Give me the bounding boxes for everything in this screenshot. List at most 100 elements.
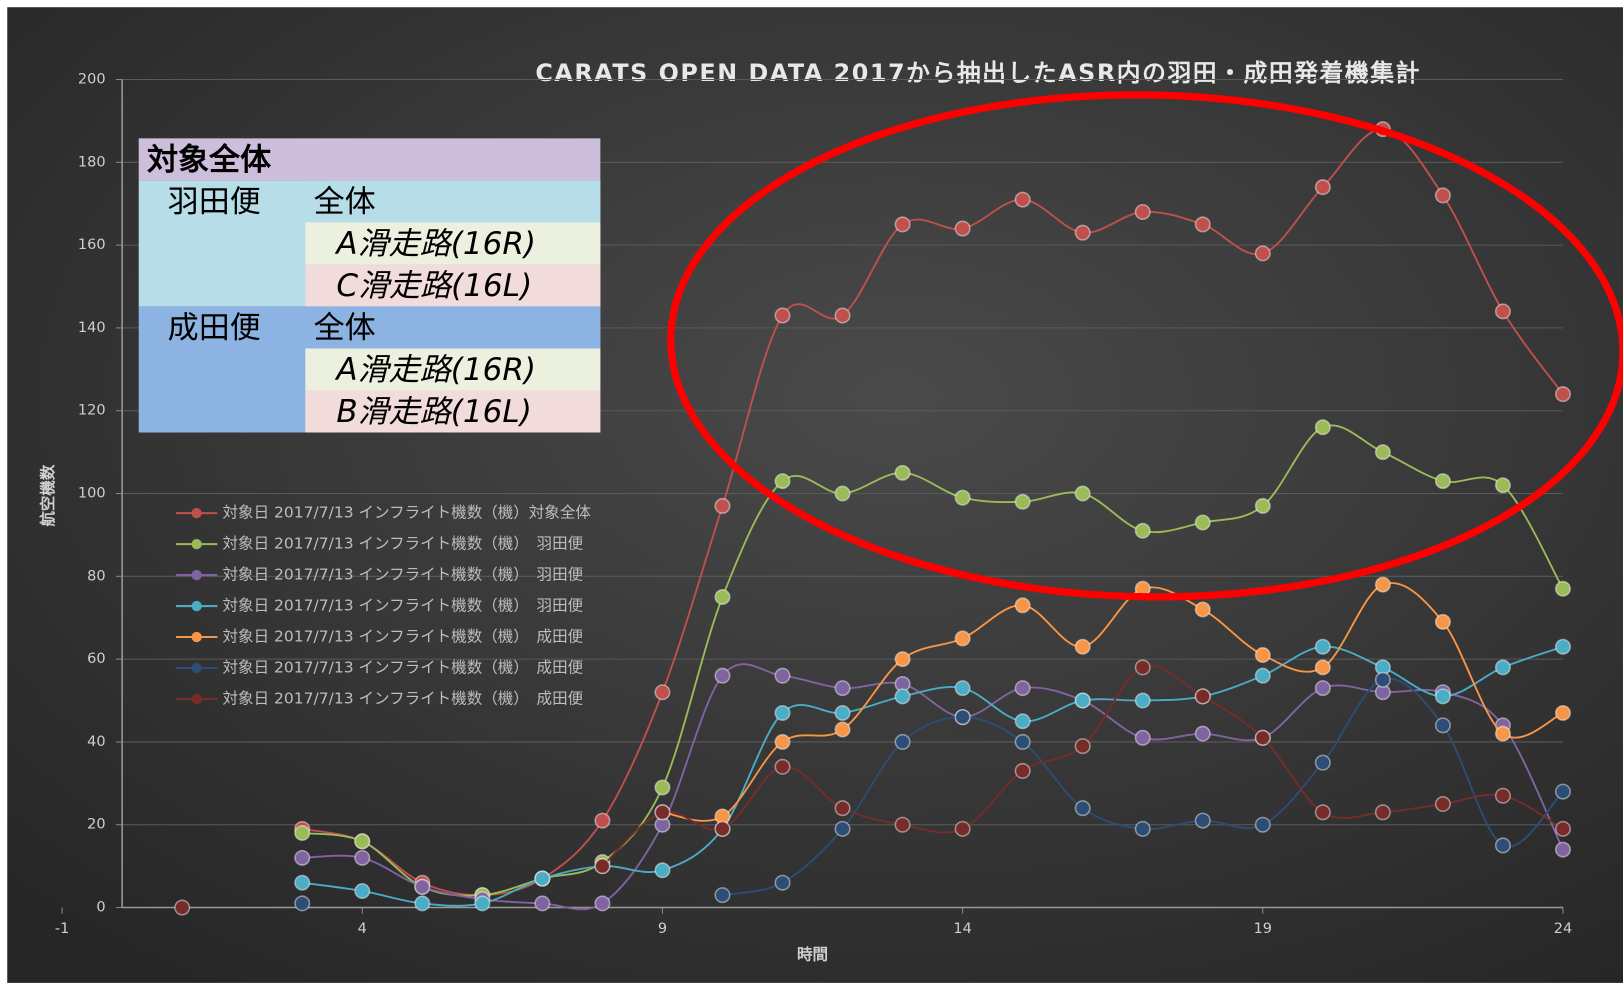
table-item: B滑走路(16L) [336, 394, 531, 430]
data-point [894, 464, 911, 481]
data-point [1194, 514, 1211, 531]
table-item: 全体 [314, 310, 376, 346]
data-point [1074, 800, 1091, 817]
data-point [774, 733, 791, 750]
y-tick-label: 140 [78, 320, 106, 336]
data-point [1554, 638, 1571, 655]
table-item: 全体 [314, 184, 376, 220]
data-point [1254, 245, 1271, 262]
data-point [774, 473, 791, 490]
series-line [662, 582, 1564, 822]
data-point [894, 688, 911, 705]
data-point [714, 887, 731, 904]
data-point [594, 858, 611, 875]
legend-label: 対象日 2017/7/13 インフライト機数（機） 羽田便 [223, 535, 584, 553]
data-point [174, 899, 191, 916]
table-item: C滑走路(16L) [336, 268, 532, 304]
data-point [1074, 224, 1091, 241]
data-point [1074, 485, 1091, 502]
data-point [1014, 713, 1031, 730]
data-point [414, 895, 431, 912]
data-point [1074, 692, 1091, 709]
data-point [354, 849, 371, 866]
y-tick-label: 80 [87, 568, 105, 584]
data-point [1014, 493, 1031, 510]
legend-label: 対象日 2017/7/13 インフライト機数（機） 成田便 [223, 659, 584, 677]
data-point [1374, 671, 1391, 688]
data-point [1314, 419, 1331, 436]
data-point [714, 820, 731, 837]
data-point [1434, 796, 1451, 813]
data-point [1014, 597, 1031, 614]
data-point [1494, 787, 1511, 804]
data-point [1254, 667, 1271, 684]
data-point [1254, 729, 1271, 746]
data-point [834, 485, 851, 502]
legend-marker [191, 662, 202, 674]
data-point [1374, 804, 1391, 821]
data-point [1434, 473, 1451, 490]
data-point [834, 820, 851, 837]
data-point [1554, 820, 1571, 837]
data-point [474, 895, 491, 912]
legend-marker [191, 600, 202, 612]
data-point [894, 816, 911, 833]
data-point [294, 874, 311, 891]
data-point [774, 704, 791, 721]
data-point [774, 667, 791, 684]
table-title: 対象全体 [147, 142, 271, 178]
data-point [1194, 688, 1211, 705]
table-item: A滑走路(16R) [334, 226, 536, 262]
x-tick-label: 19 [1254, 921, 1272, 937]
data-point [1494, 477, 1511, 494]
data-point [834, 704, 851, 721]
data-point [954, 220, 971, 237]
data-point [954, 820, 971, 837]
data-point [594, 812, 611, 829]
table-group-name: 羽田便 [168, 184, 261, 220]
y-tick-label: 120 [78, 403, 106, 419]
data-point [834, 721, 851, 738]
y-tick-label: 100 [78, 486, 106, 502]
series-line [302, 663, 1564, 911]
data-point [1434, 613, 1451, 630]
y-tick-label: 40 [87, 734, 105, 750]
data-point [774, 874, 791, 891]
data-point [1194, 812, 1211, 829]
data-point [1434, 688, 1451, 705]
data-point [894, 651, 911, 668]
data-point [594, 895, 611, 912]
data-point [834, 800, 851, 817]
data-point [654, 684, 671, 701]
data-point [294, 849, 311, 866]
data-point [294, 825, 311, 842]
data-point [654, 804, 671, 821]
data-point [714, 667, 731, 684]
table-item-cell [305, 180, 601, 223]
data-point [1494, 659, 1511, 676]
data-point [654, 862, 671, 879]
data-point [834, 680, 851, 697]
legend-marker [191, 507, 202, 519]
table-item: A滑走路(16R) [334, 352, 536, 388]
data-point [1254, 646, 1271, 663]
table-item-cell [305, 222, 601, 265]
data-point [834, 307, 851, 324]
data-point [1314, 638, 1331, 655]
data-point [1494, 837, 1511, 854]
plot-area: 0 20 40 60 80 100 120 140 160 180 200 -1 4 9 14 19 24 [55, 72, 1572, 938]
legend-marker [191, 693, 202, 705]
data-point [1554, 386, 1571, 403]
data-point [1014, 762, 1031, 779]
chart-title: CARATS OPEN DATA 2017から抽出したASR内の羽田・成田発着機… [535, 59, 1421, 87]
x-tick-label: -1 [55, 921, 69, 937]
data-point [1194, 601, 1211, 618]
data-point [714, 497, 731, 514]
data-point [1194, 725, 1211, 742]
legend-label: 対象日 2017/7/13 インフライト機数（機） 羽田便 [223, 597, 584, 615]
data-point [1134, 729, 1151, 746]
data-point [414, 878, 431, 895]
